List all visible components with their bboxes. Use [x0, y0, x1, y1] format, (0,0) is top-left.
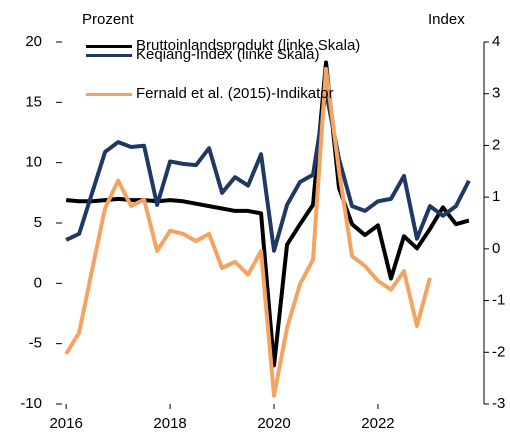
legend-label: Bruttoinlandsprodukt (linke Skala)	[136, 37, 361, 54]
x-tick-label: 2022	[361, 415, 394, 432]
y2-tick-label: 2	[492, 136, 500, 153]
y-tick-label: 0	[34, 274, 42, 291]
series-line	[65, 60, 470, 368]
series-line	[64, 66, 432, 398]
legend-item: Bruttoinlandsprodukt (linke Skala)	[86, 38, 376, 53]
y-tick-label: 15	[25, 93, 42, 110]
legend-item: Fernald et al. (2015)-Indikator	[86, 86, 376, 101]
legend-swatch	[86, 45, 132, 48]
legend-label: Fernald et al. (2015)-Indikator	[136, 85, 334, 102]
legend: Bruttoinlandsprodukt (linke Skala) Keqian…	[86, 38, 376, 109]
y2-tick-label: 1	[492, 188, 500, 205]
legend-label: Keqiang-Index (linke Skala)	[136, 46, 320, 63]
series-line	[65, 89, 471, 253]
y2-tick-label: 3	[492, 85, 500, 102]
x-tick-label: 2016	[49, 415, 82, 432]
y-tick-label: -5	[29, 335, 42, 352]
x-tick-label: 2020	[257, 415, 290, 432]
y-tick-label: 5	[34, 214, 42, 231]
legend-swatch	[86, 93, 132, 96]
y-axis-title: Prozent	[82, 11, 135, 28]
y-tick-label: 10	[25, 154, 42, 171]
legend-item: Keqiang-Index (linke Skala)	[86, 47, 376, 62]
legend-swatch	[86, 54, 132, 57]
y2-tick-label: -2	[492, 343, 505, 360]
y2-axis-title: Index	[428, 11, 465, 28]
y2-tick-label: 4	[492, 33, 500, 50]
y-tick-label: 20	[25, 33, 42, 50]
x-tick-label: 2018	[153, 415, 186, 432]
y2-tick-label: -1	[492, 292, 505, 309]
y-tick-label: -10	[20, 395, 42, 412]
y2-tick-label: 0	[492, 240, 500, 257]
y2-tick-label: -3	[492, 395, 505, 412]
